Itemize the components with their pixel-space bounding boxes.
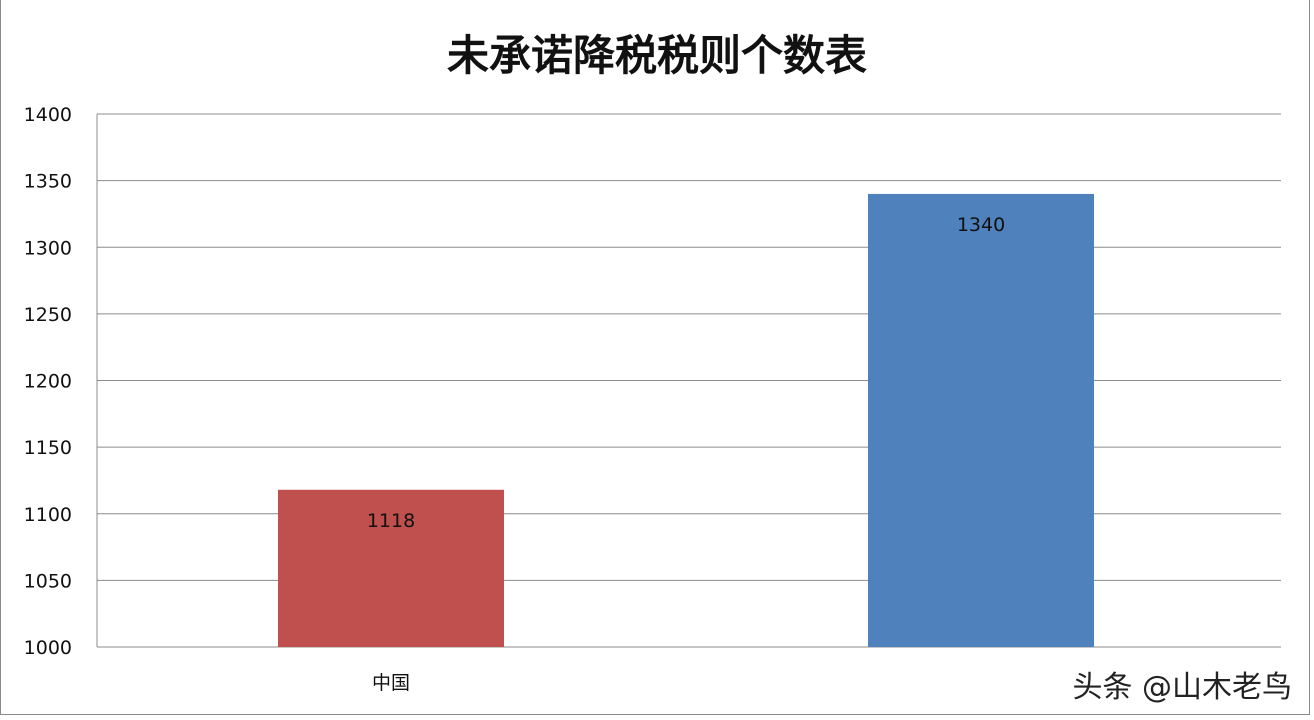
bar-2 bbox=[868, 193, 1094, 647]
y-tick-label: 1150 bbox=[24, 437, 72, 459]
data-label: 1118 bbox=[367, 510, 415, 532]
watermark: 头条 @山木老鸟 bbox=[1072, 670, 1292, 705]
y-tick-label: 1000 bbox=[24, 637, 72, 659]
y-tick-label: 1400 bbox=[24, 104, 72, 126]
y-tick-label: 1250 bbox=[24, 304, 72, 326]
y-tick-label: 1100 bbox=[24, 504, 72, 526]
data-label: 1340 bbox=[957, 214, 1005, 236]
y-tick-label: 1200 bbox=[24, 371, 72, 393]
y-tick-label: 1300 bbox=[24, 237, 72, 259]
x-tick-label: 中国 bbox=[372, 672, 410, 694]
bar-1 bbox=[278, 489, 504, 647]
chart-title: 未承诺降税税则个数表 bbox=[446, 31, 867, 80]
y-tick-label: 1050 bbox=[24, 570, 72, 592]
y-tick-label: 1350 bbox=[24, 171, 72, 193]
